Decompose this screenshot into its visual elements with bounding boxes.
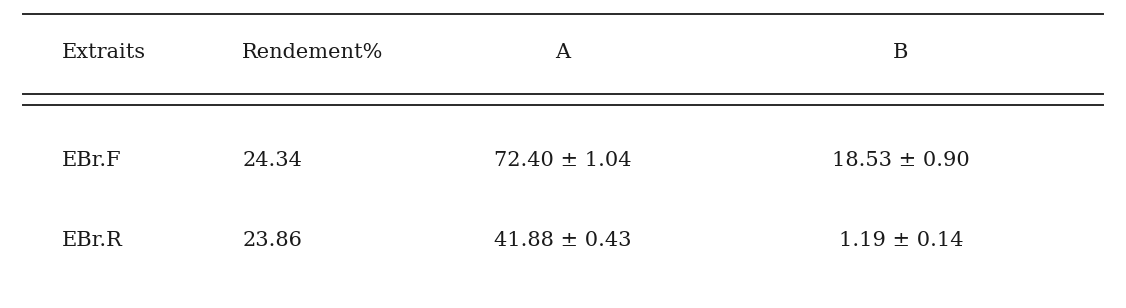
Text: Extraits: Extraits bbox=[62, 43, 146, 62]
Text: 72.40 ± 1.04: 72.40 ± 1.04 bbox=[494, 151, 632, 170]
Text: 23.86: 23.86 bbox=[242, 231, 302, 250]
Text: 41.88 ± 0.43: 41.88 ± 0.43 bbox=[494, 231, 632, 250]
Text: EBr.R: EBr.R bbox=[62, 231, 123, 250]
Text: A: A bbox=[555, 43, 571, 62]
Text: 24.34: 24.34 bbox=[242, 151, 302, 170]
Text: B: B bbox=[893, 43, 909, 62]
Text: 1.19 ± 0.14: 1.19 ± 0.14 bbox=[839, 231, 963, 250]
Text: 18.53 ± 0.90: 18.53 ± 0.90 bbox=[832, 151, 969, 170]
Text: Rendement%: Rendement% bbox=[242, 43, 384, 62]
Text: EBr.F: EBr.F bbox=[62, 151, 122, 170]
